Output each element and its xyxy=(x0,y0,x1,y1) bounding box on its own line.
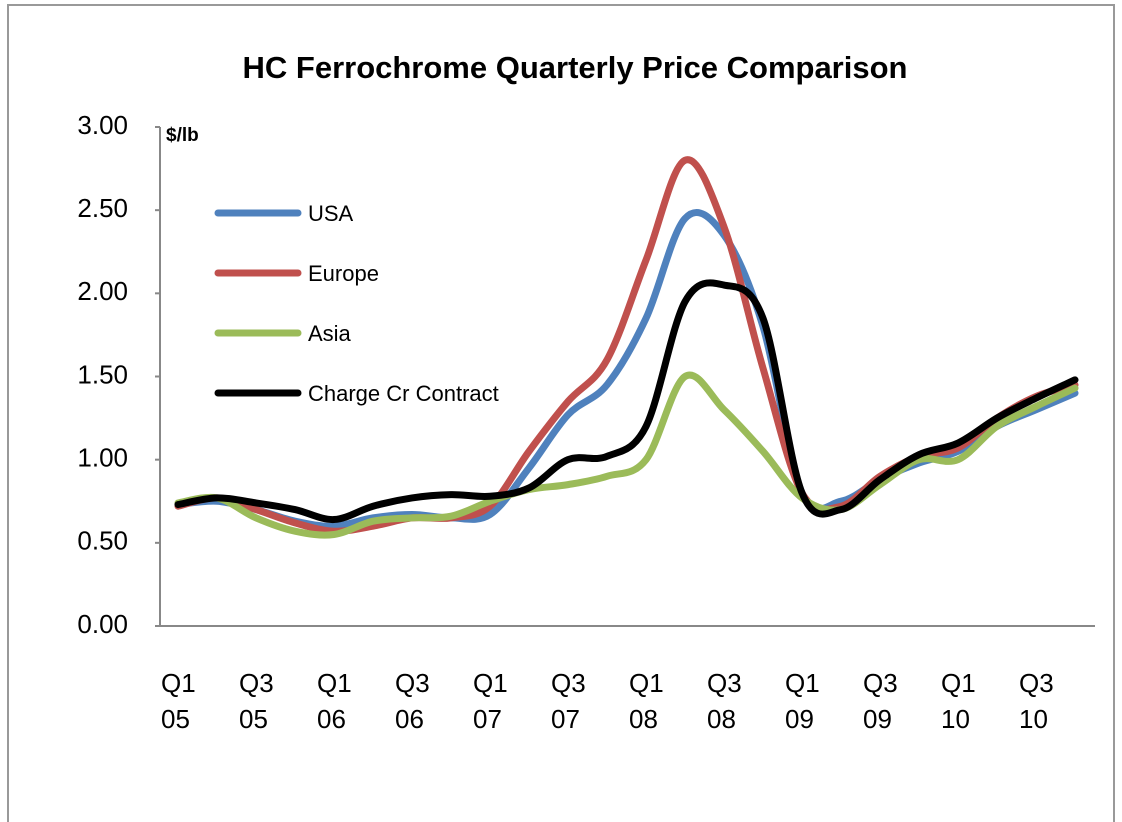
chart-title: HC Ferrochrome Quarterly Price Compariso… xyxy=(243,50,908,85)
x-tick-label: Q3 07 xyxy=(551,668,586,734)
series-line xyxy=(174,371,1079,539)
x-tick-label: Q1 05 xyxy=(161,668,196,734)
x-tick-label: Q3 05 xyxy=(239,668,274,734)
y-tick-label: 0.00 xyxy=(77,609,128,639)
y-tick-label: 3.00 xyxy=(77,110,128,140)
y-axis-label: $/lb xyxy=(166,125,199,146)
x-tick-label: Q1 06 xyxy=(317,668,352,734)
y-tick-label: 1.00 xyxy=(77,443,128,473)
frame xyxy=(7,4,1115,822)
legend-label: Charge Cr Contract xyxy=(308,381,499,406)
x-tick-label: Q1 10 xyxy=(941,668,976,734)
legend-label: Asia xyxy=(308,321,352,346)
legend-label: Europe xyxy=(308,261,379,286)
x-tick-label: Q1 07 xyxy=(473,668,508,734)
series-line xyxy=(174,279,1079,524)
series-line xyxy=(174,209,1079,530)
x-tick-label: Q3 09 xyxy=(863,668,898,734)
x-tick-label: Q3 08 xyxy=(707,668,742,734)
x-tick-label: Q3 06 xyxy=(395,668,430,734)
legend-label: USA xyxy=(308,201,354,226)
x-tick-label: Q3 10 xyxy=(1019,668,1054,734)
x-tick-label: Q1 09 xyxy=(785,668,820,734)
y-tick-label: 2.50 xyxy=(77,193,128,223)
y-tick-label: 0.50 xyxy=(77,526,128,556)
y-tick-label: 1.50 xyxy=(77,359,128,389)
x-tick-label: Q1 08 xyxy=(629,668,664,734)
y-tick-label: 2.00 xyxy=(77,276,128,306)
